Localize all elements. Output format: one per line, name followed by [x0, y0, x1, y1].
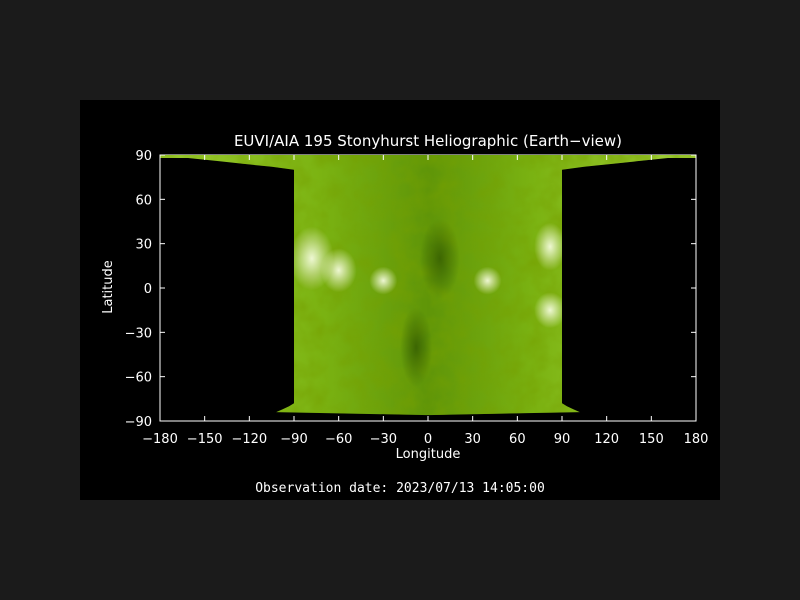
y-tick-label: −60 [125, 371, 152, 386]
y-tick-label: 0 [144, 282, 152, 297]
x-tick-label: 150 [639, 432, 664, 447]
observation-date-label: Observation date: 2023/07/13 14:05:00 [255, 481, 545, 496]
x-axis-ticks: −180 −150 −120 −90 −60 −30 0 30 60 90 120 150 180 [142, 155, 708, 447]
x-tick-label: −30 [370, 432, 397, 447]
x-tick-label: −60 [325, 432, 352, 447]
x-axis-label: Longitude [396, 447, 461, 462]
y-tick-label: 60 [135, 193, 152, 208]
y-axis-ticks: 90 60 30 0 −30 −60 −90 [125, 149, 696, 430]
bright-region [320, 248, 357, 293]
map-viewer: EUVI/AIA 195 Stonyhurst Heliographic (Ea… [80, 100, 720, 500]
map-title: EUVI/AIA 195 Stonyhurst Heliographic (Ea… [234, 132, 622, 150]
x-tick-label: 180 [684, 432, 709, 447]
y-tick-label: −90 [125, 415, 152, 430]
y-tick-label: 30 [135, 238, 152, 253]
y-tick-label: −30 [125, 326, 152, 341]
x-tick-label: −90 [280, 432, 307, 447]
bright-region [473, 266, 502, 295]
bright-region [369, 266, 398, 295]
x-tick-label: −180 [142, 432, 178, 447]
x-tick-label: −120 [231, 432, 267, 447]
y-axis-label: Latitude [101, 260, 116, 314]
x-tick-label: 0 [424, 432, 432, 447]
x-tick-label: 120 [594, 432, 619, 447]
dark-region [419, 218, 460, 299]
y-tick-label: 90 [135, 149, 152, 164]
x-tick-label: −150 [187, 432, 223, 447]
dark-region [400, 307, 433, 388]
bright-region [534, 222, 567, 271]
heliographic-map-figure: EUVI/AIA 195 Stonyhurst Heliographic (Ea… [101, 132, 708, 462]
x-tick-label: 60 [509, 432, 526, 447]
x-tick-label: 90 [554, 432, 571, 447]
bright-region [534, 292, 567, 329]
x-tick-label: 30 [464, 432, 481, 447]
